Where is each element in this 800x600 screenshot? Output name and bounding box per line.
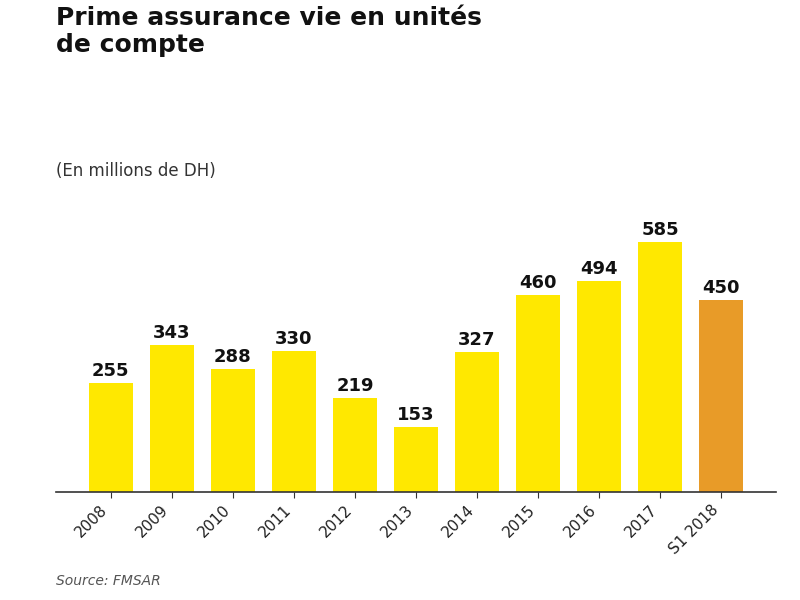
Bar [272, 351, 316, 492]
Text: 219: 219 [336, 377, 374, 395]
Bar [89, 383, 133, 492]
Text: 585: 585 [642, 221, 679, 239]
Text: Prime assurance vie en unités
de compte: Prime assurance vie en unités de compte [56, 6, 482, 57]
Bar [333, 398, 377, 492]
Text: 255: 255 [92, 362, 130, 380]
Text: 494: 494 [581, 260, 618, 278]
Text: 327: 327 [458, 331, 496, 349]
Text: 288: 288 [214, 348, 252, 366]
Bar [577, 281, 621, 492]
Bar [516, 295, 560, 492]
Text: Source: FMSAR: Source: FMSAR [56, 574, 161, 588]
Bar [699, 300, 743, 492]
Text: (En millions de DH): (En millions de DH) [56, 162, 216, 180]
Text: 460: 460 [519, 274, 557, 292]
Text: 330: 330 [275, 330, 313, 348]
Bar [211, 369, 255, 492]
Text: 343: 343 [153, 325, 190, 343]
Bar [150, 346, 194, 492]
Bar [455, 352, 499, 492]
Text: 153: 153 [398, 406, 434, 424]
Bar [394, 427, 438, 492]
Bar [638, 242, 682, 492]
Text: 450: 450 [702, 279, 740, 297]
